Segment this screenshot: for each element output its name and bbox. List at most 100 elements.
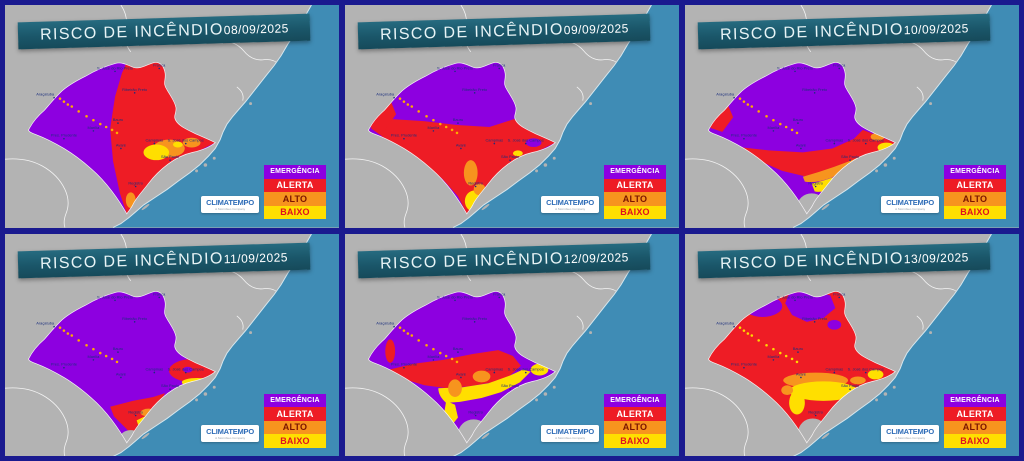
risk-region-purple [827,319,842,330]
state-boundary-line [916,315,924,330]
city-dot [169,159,171,161]
city-dot [114,299,116,301]
city-dot [153,142,156,145]
risk-region-yellow [172,141,183,148]
state-boundary-line [236,315,244,330]
city-dot [457,122,459,124]
city-dot [509,387,511,390]
fire-spot-dot [110,357,114,360]
risk-region-red [110,62,216,214]
fire-spot-dot [62,100,66,103]
state-boundary-line [685,158,749,228]
risk-map-panel: Araçatuba S. José do Rio Preto Franca Ribei… [5,233,339,456]
fire-spot-dot [765,343,768,347]
city-label: Registro [808,181,823,186]
city-dot [117,350,119,353]
city-dot [524,371,527,373]
island [212,385,216,389]
city-dot [454,299,456,301]
fire-spot-dot [795,360,799,363]
island [875,169,879,173]
risk-region-orange [781,384,794,395]
fire-spot-dot [432,118,435,122]
city-dot [838,67,841,70]
risk-legend: EMERGÊNCIA ALERTA ALTO BAIXO [264,165,326,219]
climatempo-logo: CLIMATEMPO A StormGeo Company [201,424,259,442]
fire-spot-dot [450,357,454,360]
fire-spot-dot [115,360,119,363]
city-dot [63,137,65,140]
fire-spot-dot [92,118,95,122]
legend-item-alto: ALTO [604,192,666,206]
island [821,432,830,439]
fire-spot-dot [398,97,402,100]
city-dot [849,387,851,390]
city-label: São Paulo [841,154,860,159]
island [249,330,253,334]
legend-item-baixo: BAIXO [604,434,666,448]
climatempo-logo: CLIMATEMPO A StormGeo Company [541,196,599,213]
fire-spot-dot [738,97,742,100]
logo-text: CLIMATEMPO [206,426,254,436]
city-dot [794,299,796,301]
fire-spot-dot [746,331,750,335]
city-dot [92,358,95,361]
fire-spot-dot [410,333,414,337]
state-boundary-line [345,158,409,228]
fire-spot-dot [765,114,768,118]
city-dot [813,92,816,94]
city-dot [772,130,775,132]
city-label: Avaré [796,371,806,376]
state-outline [28,290,216,444]
city-label: Franca [833,291,846,296]
banner-title: RISCO DE INCÊNDIO [379,249,565,272]
island [543,391,548,396]
fire-spot-dot [85,114,88,118]
city-label: Avaré [116,143,126,148]
city-label: São Paulo [161,383,180,388]
city-dot [460,147,462,150]
risk-region-yellow [789,380,858,401]
city-dot [797,122,799,124]
city-label: Ribeirão Preto [122,315,148,320]
city-label: Registro [468,409,483,414]
logo-text: CLIMATEMPO [886,426,934,436]
fire-spot-dot [742,328,746,332]
city-dot [814,185,817,188]
fire-spot-dot [410,105,414,108]
banner-date: 11/09/2025 [223,249,289,266]
risk-region-purple [182,366,193,373]
city-dot [403,366,405,368]
fire-spot-dot [790,128,794,132]
risk-legend: EMERGÊNCIA ALERTA ALTO BAIXO [604,165,666,219]
city-dot [800,147,802,150]
banner-date: 13/09/2025 [903,249,970,266]
legend-item-alto: ALTO [264,420,326,434]
city-label: Campinas [485,366,503,371]
legend-item-baixo: BAIXO [264,434,326,448]
fire-spot-dot [66,331,70,335]
island [481,432,490,439]
city-dot [474,414,477,416]
city-label: Campinas [145,138,163,143]
legend-item-alto: ALTO [604,420,666,434]
city-dot [849,159,851,161]
city-dot [743,366,745,368]
city-dot [498,296,501,298]
city-label: Registro [128,409,143,414]
banner-title: RISCO DE INCÊNDIO [39,20,225,44]
city-label: Registro [128,181,143,186]
fire-spot-dot [99,351,102,354]
island [481,203,490,211]
island [249,102,253,106]
coastline [452,5,652,228]
city-label: Franca [493,62,506,67]
risk-map-panel: Araçatuba S. José do Rio Preto Franca Ribei… [685,5,1019,228]
city-label: S. José do Rio Preto [97,294,134,299]
city-label: Avaré [796,143,806,148]
fire-spot-dot [77,110,80,113]
legend-item-alerta: ALERTA [944,178,1006,192]
city-dot [393,96,395,99]
city-dot [794,70,796,73]
banner-title: RISCO DE INCÊNDIO [379,20,565,44]
